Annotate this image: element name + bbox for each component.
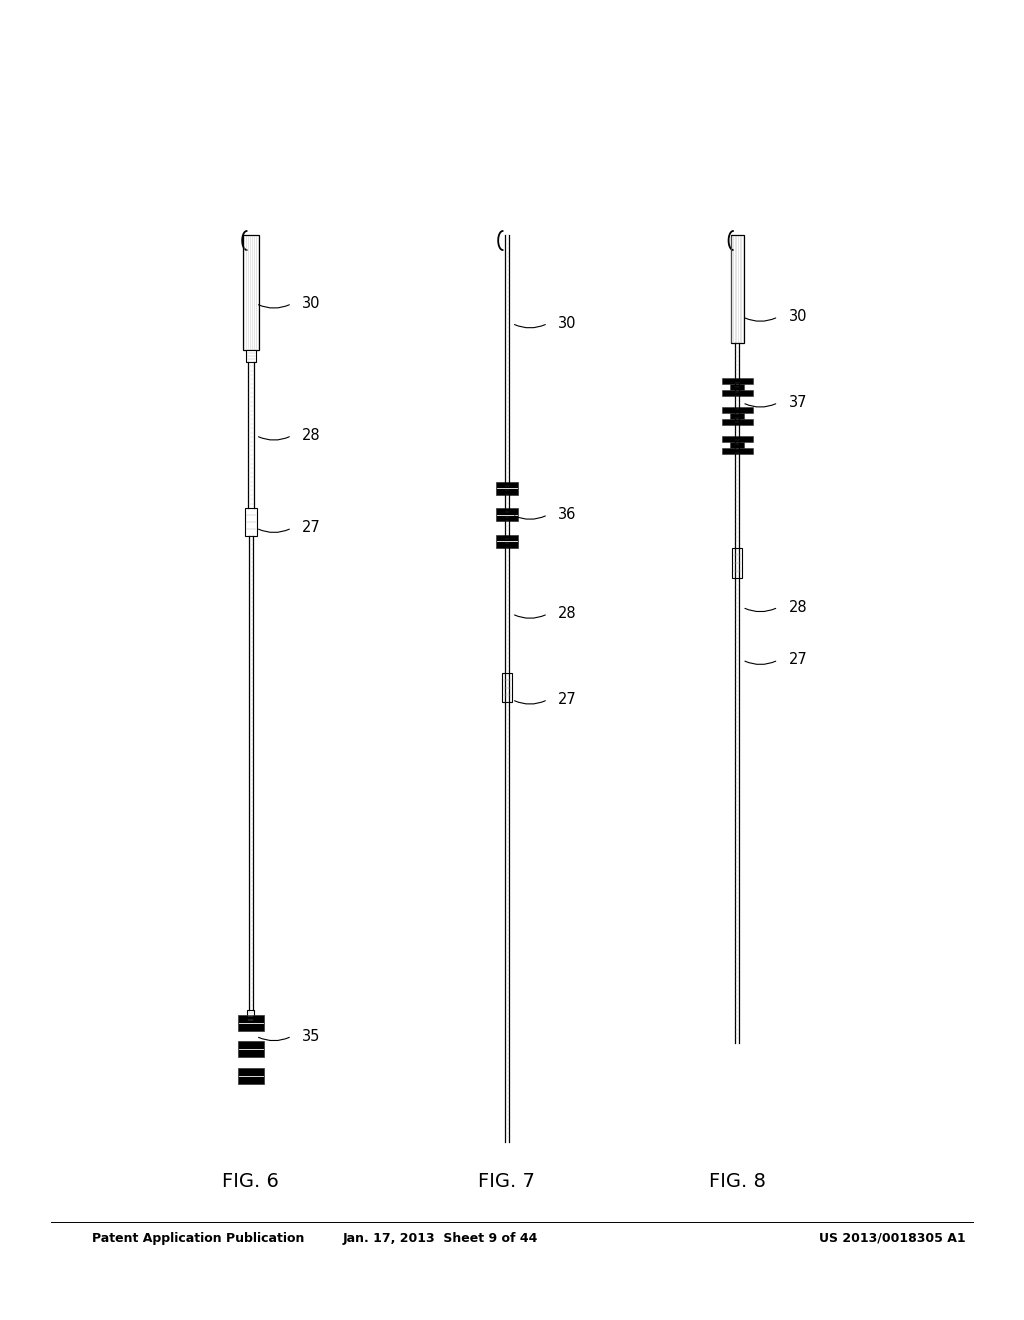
Bar bbox=[730, 413, 744, 418]
Bar bbox=[722, 389, 753, 396]
Text: 36: 36 bbox=[558, 507, 577, 523]
FancyBboxPatch shape bbox=[243, 235, 259, 350]
Bar bbox=[496, 535, 518, 548]
Bar bbox=[496, 482, 518, 495]
Text: 28: 28 bbox=[302, 428, 321, 444]
Bar bbox=[238, 1041, 264, 1057]
Bar bbox=[246, 350, 256, 362]
Bar bbox=[732, 548, 742, 578]
Text: 28: 28 bbox=[558, 606, 577, 622]
Bar bbox=[730, 442, 744, 447]
Bar bbox=[722, 378, 753, 384]
Text: FIG. 8: FIG. 8 bbox=[709, 1172, 766, 1191]
FancyBboxPatch shape bbox=[731, 235, 743, 343]
Bar bbox=[730, 384, 744, 389]
Bar bbox=[502, 673, 512, 702]
Text: 27: 27 bbox=[302, 520, 321, 536]
Text: 28: 28 bbox=[788, 599, 807, 615]
Text: 30: 30 bbox=[302, 296, 321, 312]
Text: US 2013/0018305 A1: US 2013/0018305 A1 bbox=[819, 1232, 966, 1245]
Text: 37: 37 bbox=[788, 395, 807, 411]
Bar bbox=[496, 508, 518, 521]
Bar bbox=[722, 436, 753, 442]
Text: Jan. 17, 2013  Sheet 9 of 44: Jan. 17, 2013 Sheet 9 of 44 bbox=[343, 1232, 538, 1245]
Text: 35: 35 bbox=[302, 1028, 321, 1044]
Text: FIG. 7: FIG. 7 bbox=[478, 1172, 536, 1191]
Bar bbox=[722, 418, 753, 425]
Bar bbox=[238, 1068, 264, 1084]
Text: 27: 27 bbox=[558, 692, 577, 708]
Text: Patent Application Publication: Patent Application Publication bbox=[92, 1232, 304, 1245]
Text: 30: 30 bbox=[788, 309, 807, 325]
Bar bbox=[248, 1010, 254, 1023]
Bar bbox=[722, 407, 753, 413]
Text: 27: 27 bbox=[788, 652, 807, 668]
Bar bbox=[245, 508, 257, 536]
Bar bbox=[238, 1015, 264, 1031]
Bar bbox=[722, 447, 753, 454]
Text: FIG. 6: FIG. 6 bbox=[222, 1172, 280, 1191]
Text: 30: 30 bbox=[558, 315, 577, 331]
